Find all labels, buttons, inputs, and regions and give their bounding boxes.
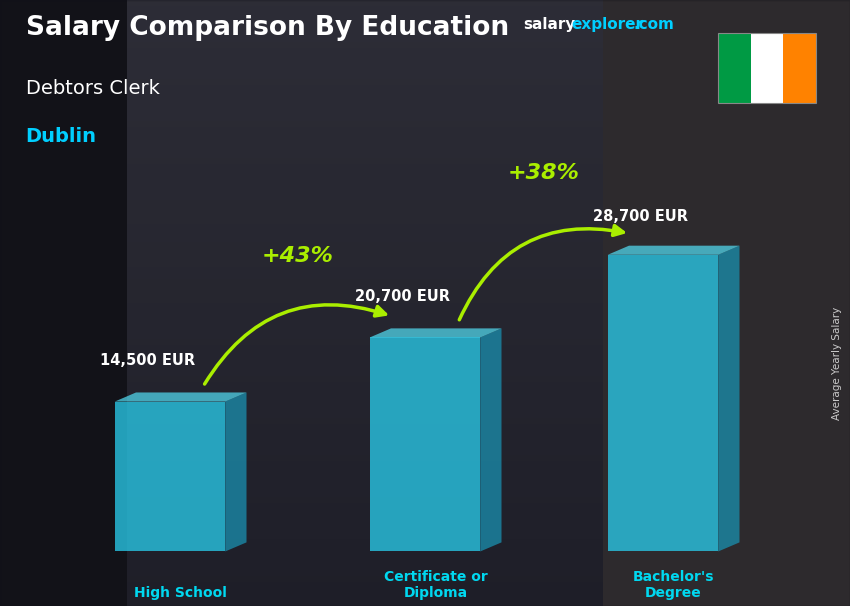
Bar [718, 33, 816, 103]
Text: Dublin: Dublin [26, 127, 97, 146]
Bar [718, 33, 751, 103]
FancyArrowPatch shape [205, 305, 386, 384]
Text: +38%: +38% [508, 163, 580, 183]
Text: 14,500 EUR: 14,500 EUR [100, 353, 196, 368]
Polygon shape [370, 328, 502, 338]
Text: High School: High School [134, 586, 227, 600]
Polygon shape [115, 402, 225, 551]
Text: Bachelor's
Degree: Bachelor's Degree [633, 570, 714, 600]
Polygon shape [225, 393, 246, 551]
Text: 28,700 EUR: 28,700 EUR [593, 210, 688, 224]
Bar [751, 33, 784, 103]
Text: explorer: explorer [571, 17, 643, 32]
Polygon shape [718, 245, 740, 551]
Text: Average Yearly Salary: Average Yearly Salary [832, 307, 842, 420]
Text: +43%: +43% [262, 245, 333, 265]
Polygon shape [370, 338, 480, 551]
Text: Salary Comparison By Education: Salary Comparison By Education [26, 15, 508, 41]
Polygon shape [608, 245, 740, 255]
Text: Certificate or
Diploma: Certificate or Diploma [383, 570, 488, 600]
Text: Debtors Clerk: Debtors Clerk [26, 79, 159, 98]
Text: .com: .com [633, 17, 674, 32]
Bar [784, 33, 816, 103]
Polygon shape [115, 393, 246, 402]
Polygon shape [480, 328, 501, 551]
Text: 20,700 EUR: 20,700 EUR [355, 289, 451, 304]
FancyArrowPatch shape [459, 225, 623, 320]
Polygon shape [608, 255, 718, 551]
Text: salary: salary [523, 17, 575, 32]
